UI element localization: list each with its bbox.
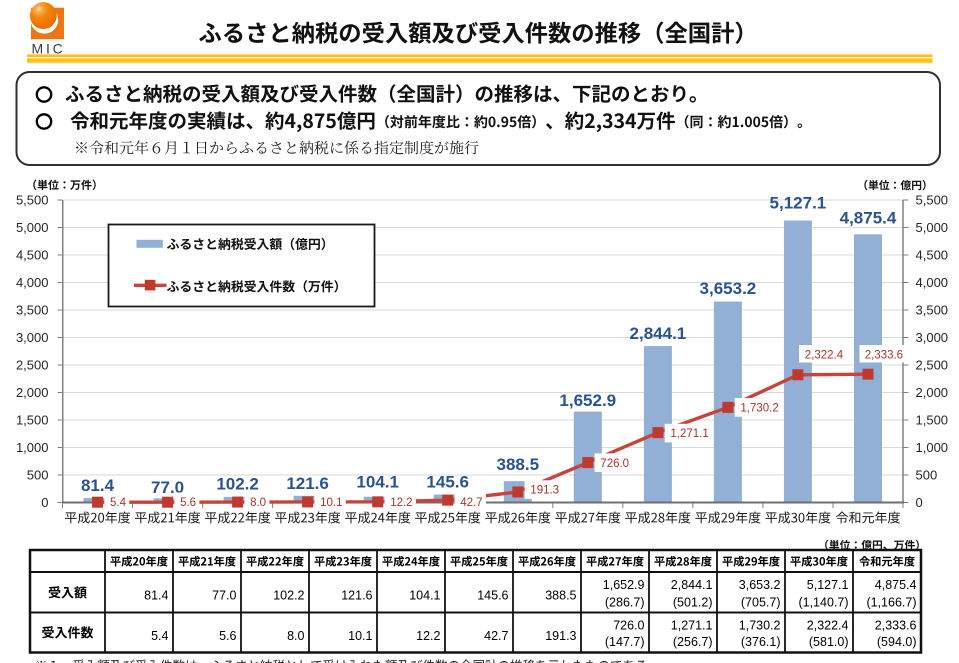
svg-text:1,500: 1,500 [916, 413, 949, 428]
svg-text:5.4: 5.4 [110, 497, 127, 509]
svg-text:3,500: 3,500 [916, 303, 949, 318]
svg-text:5,127.1: 5,127.1 [807, 578, 849, 592]
svg-text:4,000: 4,000 [16, 275, 49, 290]
svg-text:4,875.4: 4,875.4 [840, 209, 897, 228]
svg-text:(705.7): (705.7) [741, 595, 781, 609]
svg-text:5.6: 5.6 [219, 629, 236, 643]
svg-text:1,271.1: 1,271.1 [670, 428, 708, 440]
svg-text:3,500: 3,500 [16, 303, 49, 318]
svg-text:3,653.2: 3,653.2 [700, 279, 757, 298]
svg-text:2,333.6: 2,333.6 [865, 350, 903, 362]
svg-text:500: 500 [27, 468, 49, 483]
svg-text:102.2: 102.2 [273, 589, 304, 603]
svg-text:(147.7): (147.7) [605, 635, 645, 649]
svg-text:(376.1): (376.1) [741, 635, 781, 649]
svg-text:2,844.1: 2,844.1 [630, 324, 687, 343]
svg-text:5,500: 5,500 [916, 193, 949, 208]
svg-text:726.0: 726.0 [600, 458, 629, 470]
svg-text:8.0: 8.0 [250, 497, 266, 509]
svg-text:2,500: 2,500 [916, 358, 949, 373]
svg-text:1,500: 1,500 [16, 413, 49, 428]
svg-text:(594.0): (594.0) [877, 635, 917, 649]
svg-text:4,500: 4,500 [16, 248, 49, 263]
svg-text:(581.0): (581.0) [809, 635, 849, 649]
svg-text:4,000: 4,000 [916, 275, 949, 290]
svg-text:0: 0 [916, 495, 923, 510]
svg-text:191.3: 191.3 [530, 485, 559, 497]
svg-text:77.0: 77.0 [212, 589, 236, 603]
svg-text:MIC: MIC [32, 40, 66, 56]
svg-text:2,322.4: 2,322.4 [805, 350, 844, 362]
svg-text:1,730.2: 1,730.2 [740, 403, 778, 415]
svg-text:2,844.1: 2,844.1 [671, 578, 713, 592]
svg-text:12.2: 12.2 [390, 497, 412, 509]
svg-text:(256.7): (256.7) [673, 635, 713, 649]
svg-text:12.2: 12.2 [416, 629, 440, 643]
svg-text:104.1: 104.1 [409, 589, 440, 603]
svg-text:5.6: 5.6 [180, 497, 196, 509]
svg-text:5,500: 5,500 [16, 193, 49, 208]
svg-text:388.5: 388.5 [545, 589, 576, 603]
svg-text:0: 0 [41, 495, 48, 510]
svg-text:500: 500 [916, 468, 938, 483]
svg-text:388.5: 388.5 [497, 455, 540, 474]
svg-text:4,875.4: 4,875.4 [875, 578, 917, 592]
svg-text:4,500: 4,500 [916, 248, 949, 263]
svg-text:1,000: 1,000 [16, 440, 49, 455]
svg-text:(286.7): (286.7) [605, 595, 645, 609]
svg-text:81.4: 81.4 [144, 589, 168, 603]
svg-text:42.7: 42.7 [460, 497, 482, 509]
svg-text:(1,166.7): (1,166.7) [866, 595, 916, 609]
svg-text:(1,140.7): (1,140.7) [798, 595, 848, 609]
svg-text:145.6: 145.6 [477, 589, 508, 603]
svg-text:102.2: 102.2 [216, 474, 259, 493]
svg-text:5,127.1: 5,127.1 [770, 194, 827, 213]
svg-text:1,652.9: 1,652.9 [559, 391, 616, 410]
svg-text:3,000: 3,000 [16, 330, 49, 345]
svg-text:(501.2): (501.2) [673, 595, 713, 609]
svg-text:2,333.6: 2,333.6 [875, 619, 917, 633]
svg-text:121.6: 121.6 [341, 589, 372, 603]
svg-text:3,000: 3,000 [916, 330, 949, 345]
svg-text:2,000: 2,000 [916, 385, 949, 400]
svg-text:77.0: 77.0 [151, 478, 184, 497]
svg-text:1,652.9: 1,652.9 [603, 578, 645, 592]
svg-text:2,322.4: 2,322.4 [807, 619, 849, 633]
svg-text:145.6: 145.6 [426, 472, 469, 491]
svg-text:81.4: 81.4 [81, 476, 115, 495]
svg-text:5.4: 5.4 [151, 629, 168, 643]
svg-text:10.1: 10.1 [348, 629, 372, 643]
svg-text:42.7: 42.7 [484, 629, 508, 643]
svg-text:726.0: 726.0 [613, 619, 644, 633]
svg-text:5,000: 5,000 [16, 220, 49, 235]
svg-text:10.1: 10.1 [320, 497, 342, 509]
svg-text:1,271.1: 1,271.1 [671, 619, 713, 633]
svg-text:2,500: 2,500 [16, 358, 49, 373]
svg-text:121.6: 121.6 [286, 474, 329, 493]
svg-text:3,653.2: 3,653.2 [739, 578, 781, 592]
svg-text:2,000: 2,000 [16, 385, 49, 400]
svg-text:191.3: 191.3 [545, 629, 576, 643]
svg-text:104.1: 104.1 [356, 472, 399, 491]
svg-text:8.0: 8.0 [287, 629, 304, 643]
svg-text:1,000: 1,000 [916, 440, 949, 455]
svg-text:5,000: 5,000 [916, 220, 949, 235]
svg-text:1,730.2: 1,730.2 [739, 619, 781, 633]
